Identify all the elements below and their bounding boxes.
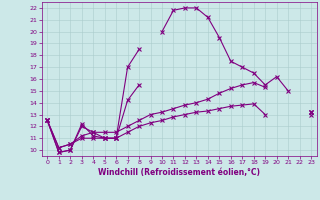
X-axis label: Windchill (Refroidissement éolien,°C): Windchill (Refroidissement éolien,°C) [98, 168, 260, 177]
